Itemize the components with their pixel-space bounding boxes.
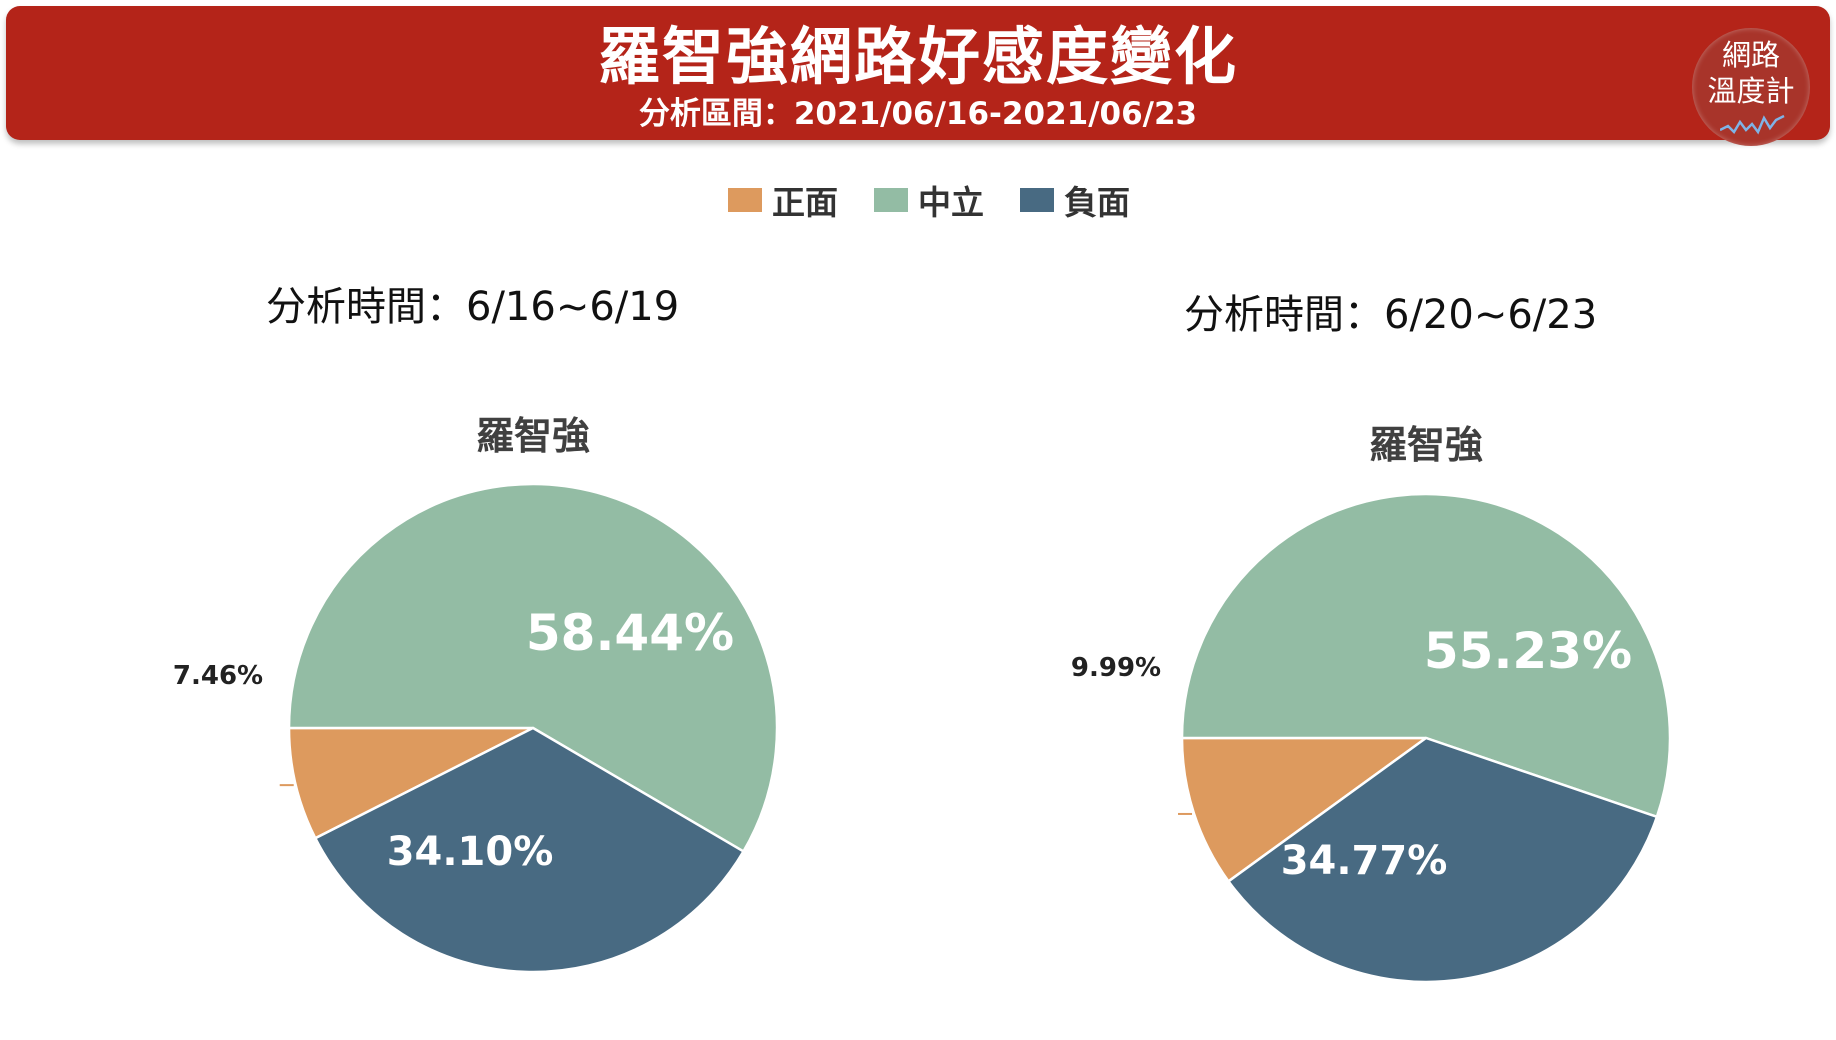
legend-label-neutral: 中立 bbox=[918, 183, 984, 222]
period-label-right: 分析時間：6/20~6/23 bbox=[1184, 292, 1598, 338]
chart-title: 羅智強 bbox=[1369, 423, 1483, 467]
legend-item-positive: 正面 bbox=[728, 176, 838, 224]
header-banner: 羅智強網路好感度變化 分析區間：2021/06/16-2021/06/23 網路… bbox=[6, 6, 1830, 146]
logo-text-line1: 網路 bbox=[1721, 38, 1780, 72]
data-label-positive: 7.46% bbox=[173, 661, 263, 691]
legend-item-negative: 負面 bbox=[1020, 176, 1130, 224]
pie-slice-positive bbox=[1180, 736, 1430, 884]
data-label-negative: 34.77% bbox=[1281, 838, 1448, 884]
thermometer-logo: 網路 溫度計 bbox=[1692, 28, 1810, 146]
legend-label-positive: 正面 bbox=[772, 183, 838, 222]
pie-slice-negative bbox=[1226, 736, 1659, 984]
pie-slice-negative bbox=[313, 726, 746, 974]
data-label-neutral: 58.44% bbox=[526, 604, 734, 662]
pie-chart-1: 羅智強 7.46% 58.44% 34.10% bbox=[173, 414, 779, 974]
data-label-positive: 9.99% bbox=[1071, 653, 1161, 683]
legend-label-negative: 負面 bbox=[1064, 183, 1130, 222]
data-label-negative: 34.10% bbox=[387, 829, 554, 875]
date-range-subtitle: 分析區間：2021/06/16-2021/06/23 bbox=[638, 96, 1198, 132]
pie-slice-positive bbox=[287, 726, 534, 840]
legend-swatch-positive bbox=[728, 188, 762, 212]
pulse-wave-icon bbox=[1720, 114, 1785, 135]
chart-title: 羅智強 bbox=[476, 414, 590, 458]
period-label-left: 分析時間：6/16~6/19 bbox=[266, 284, 680, 330]
pie-slice-neutral bbox=[1180, 492, 1672, 819]
chart-legend: 正面 中立 負面 bbox=[728, 180, 1130, 222]
logo-text-line2: 溫度計 bbox=[1707, 74, 1795, 108]
pie-slice-neutral bbox=[287, 482, 779, 854]
pie-chart-2: 羅智強 9.99% 55.23% 34.77% bbox=[1071, 423, 1672, 984]
legend-item-neutral: 中立 bbox=[874, 176, 984, 224]
legend-swatch-negative bbox=[1020, 188, 1054, 212]
data-label-neutral: 55.23% bbox=[1424, 622, 1632, 680]
page-title: 羅智強網路好感度變化 bbox=[597, 20, 1238, 93]
legend-swatch-neutral bbox=[874, 188, 908, 212]
